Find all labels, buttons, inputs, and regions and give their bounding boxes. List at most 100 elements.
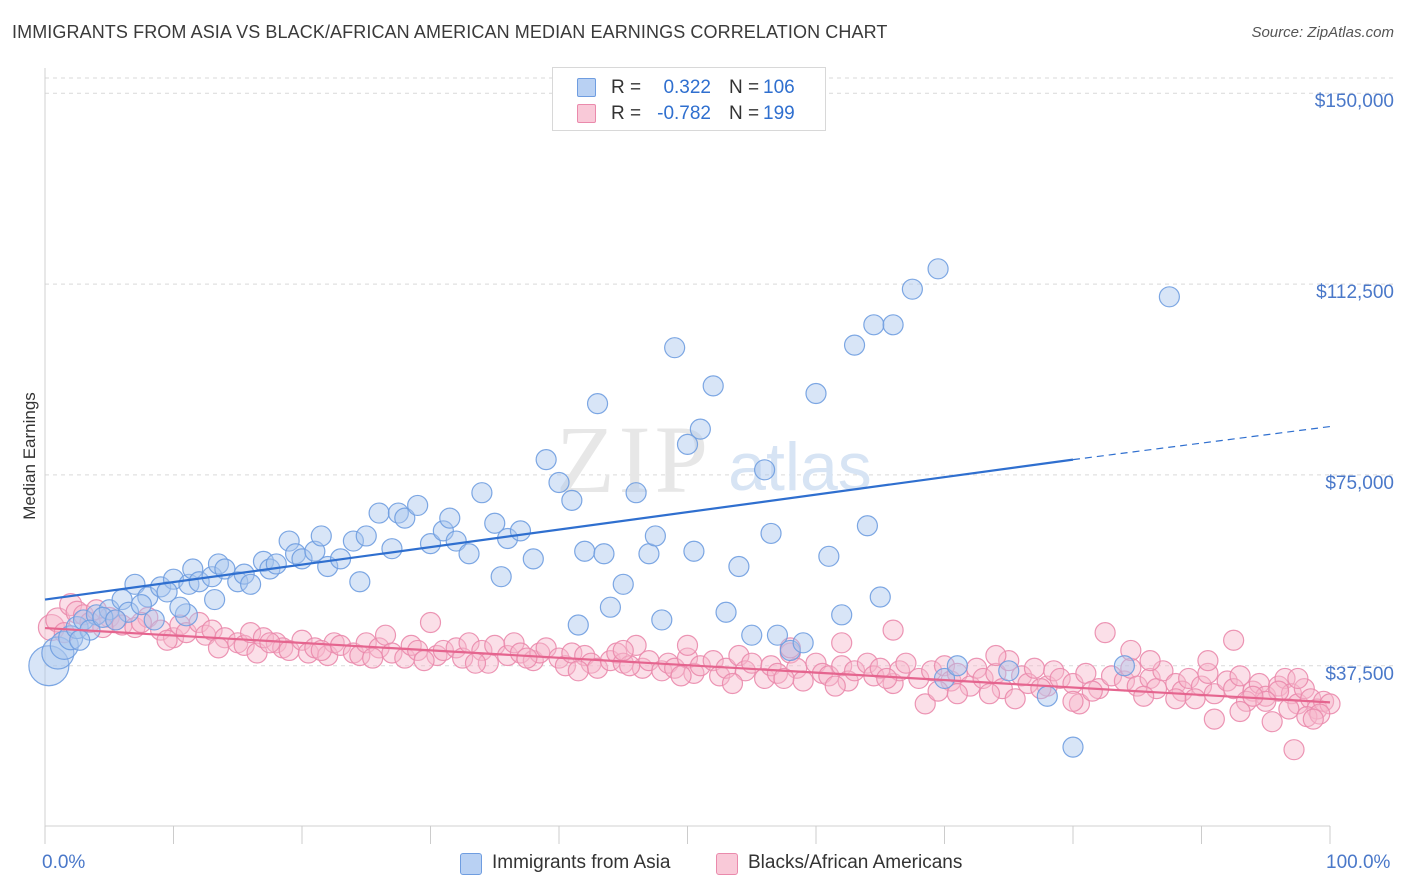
x-tick-label-min: 0.0% — [42, 852, 86, 873]
chart-title: IMMIGRANTS FROM ASIA VS BLACK/AFRICAN AM… — [12, 22, 888, 42]
asia-point — [169, 596, 191, 618]
black-point — [792, 670, 814, 692]
black-point — [985, 644, 1007, 667]
black-point — [1094, 622, 1116, 644]
black-point — [876, 667, 898, 690]
black-point — [1261, 711, 1283, 733]
y-tick-label: $75,000 — [1325, 472, 1394, 494]
asia-point — [130, 594, 152, 616]
legend-r-label: R = — [611, 103, 642, 124]
asia-point — [204, 588, 226, 611]
black-point — [1229, 700, 1251, 723]
black-point — [291, 629, 313, 651]
black-point — [1197, 650, 1219, 672]
bottom-legend-black[interactable]: Blacks/African Americans — [716, 852, 996, 878]
asia-point — [535, 449, 557, 471]
series-asia-points — [28, 258, 1180, 758]
black-point — [310, 639, 332, 662]
watermark: ZIP atlas — [556, 406, 872, 513]
asia-point — [1062, 736, 1084, 758]
y-axis-label: Median Earnings — [20, 392, 39, 520]
asia-point — [509, 520, 532, 542]
asia-point — [882, 314, 904, 336]
asia-point — [779, 639, 801, 662]
asia-point — [310, 525, 332, 547]
asia-point — [702, 375, 724, 397]
black-point — [625, 634, 647, 656]
asia-point — [1158, 286, 1180, 308]
black-point — [1283, 739, 1305, 761]
black-point — [773, 667, 795, 690]
trend-line-asia-extension — [1072, 425, 1331, 461]
y-tick-label: $37,500 — [1325, 663, 1394, 685]
asia-point — [240, 573, 262, 595]
legend-n-value-black: 199 — [763, 103, 795, 124]
x-tick-label-max: 100.0% — [1326, 852, 1391, 873]
black-point — [1184, 688, 1206, 710]
legend-swatch-black — [716, 853, 738, 875]
legend-swatch-asia — [460, 853, 482, 875]
black-point — [824, 675, 846, 697]
correlation-legend: R = 0.322 N = 106 R = -0.782 N = 199 — [552, 67, 826, 131]
asia-point — [728, 555, 750, 578]
black-point — [554, 655, 577, 677]
black-point — [921, 660, 943, 682]
asia-point — [1036, 685, 1058, 707]
asia-point — [638, 543, 660, 565]
asia-point — [265, 553, 287, 575]
asia-point — [490, 566, 512, 588]
watermark-atlas: atlas — [728, 429, 872, 505]
black-point — [895, 652, 917, 674]
trend-line-asia — [44, 458, 1074, 601]
asia-point — [715, 601, 737, 623]
black-point — [1023, 657, 1046, 679]
black-point — [946, 683, 968, 705]
black-point — [837, 670, 859, 692]
asia-point — [49, 630, 79, 660]
legend-n-value-asia: 106 — [763, 77, 795, 98]
asia-point — [567, 614, 589, 636]
black-point — [516, 647, 538, 669]
black-point — [753, 667, 776, 690]
black-point — [1242, 685, 1264, 707]
black-point — [471, 639, 493, 662]
asia-point — [644, 525, 666, 547]
black-point — [567, 660, 589, 682]
black-point — [419, 611, 442, 634]
bottom-legend-asia[interactable]: Immigrants from Asia — [460, 852, 700, 878]
black-point — [856, 652, 879, 674]
asia-point — [548, 471, 570, 494]
asia-point — [612, 573, 634, 595]
legend-n-label: N = — [729, 77, 760, 98]
asia-point — [368, 502, 390, 524]
source-credit: Source: ZipAtlas.com — [1251, 24, 1394, 41]
black-point — [156, 629, 178, 651]
legend-r-label: R = — [611, 77, 642, 98]
black-point — [914, 693, 936, 715]
asia-point — [856, 515, 879, 537]
asia-point — [863, 314, 885, 336]
asia-point — [349, 571, 371, 593]
asia-point — [843, 334, 866, 356]
black-point — [676, 634, 699, 656]
asia-point — [599, 596, 622, 618]
asia-point — [394, 507, 416, 529]
trend-lines — [44, 425, 1331, 704]
legend-r-value-asia: 0.322 — [663, 77, 711, 98]
asia-point — [998, 660, 1020, 682]
black-point — [1133, 685, 1155, 707]
black-point — [503, 632, 525, 654]
asia-point — [689, 418, 711, 440]
asia-point — [676, 433, 699, 455]
black-point — [240, 622, 262, 644]
trend-line-black — [44, 626, 1331, 704]
black-point — [1278, 698, 1300, 720]
y-tick-label: $112,500 — [1316, 282, 1394, 304]
asia-point — [869, 586, 891, 608]
black-point — [1165, 688, 1187, 710]
legend-r-value-black: -0.782 — [657, 103, 711, 124]
black-point — [188, 611, 210, 634]
black-point — [1302, 708, 1324, 730]
black-point — [207, 637, 230, 659]
